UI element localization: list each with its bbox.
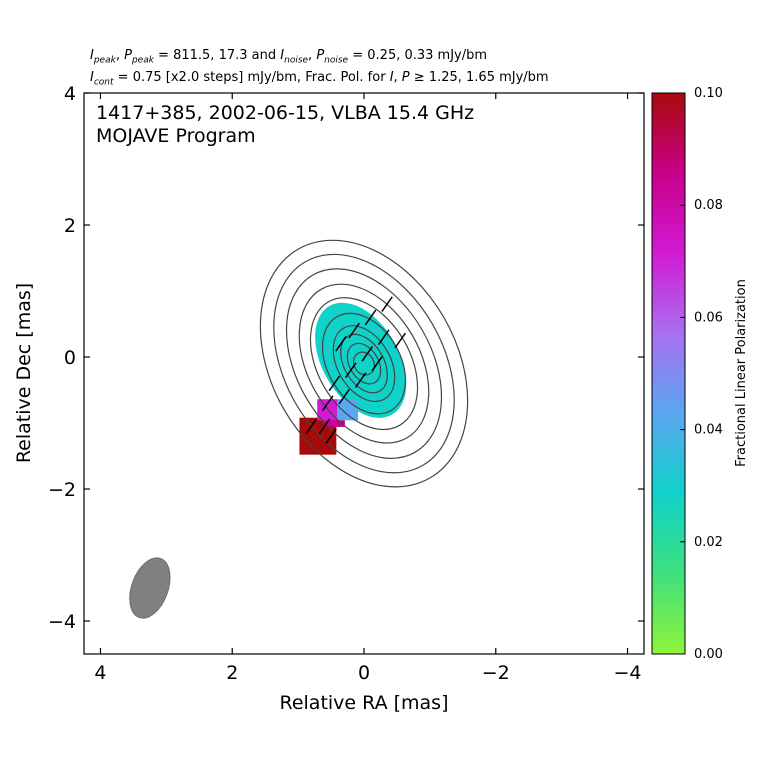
evpa-vector — [325, 428, 337, 445]
colorbar-ticks: 0.00 0.02 0.04 0.06 0.08 0.10 — [680, 86, 723, 662]
contour-line — [259, 239, 469, 488]
evpa-vector — [318, 418, 331, 435]
y-tick-label: −2 — [48, 479, 76, 501]
x-tick-label: −4 — [614, 662, 642, 684]
colorbar-tick-label: 0.10 — [694, 86, 723, 101]
cont-values: 0.75 [x2.0 steps] mJy/bm, Frac. Pol. for — [132, 70, 386, 85]
x-axis-label: Relative RA [mas] — [279, 692, 448, 714]
y-ticks: 4 2 0 −2 −4 — [48, 83, 644, 633]
x-tick-label: 4 — [94, 662, 106, 684]
colorbar-label: Fractional Linear Polarization — [734, 279, 749, 467]
x-tick-label: 0 — [358, 662, 370, 684]
colorbar-tick-label: 0.04 — [694, 423, 723, 438]
evpa-vector — [305, 418, 318, 435]
evpa-vector — [364, 309, 377, 326]
evpa-vector — [321, 395, 334, 412]
contour-line — [285, 268, 443, 459]
noise-peak-header: Ipeak, Ppeak = 811.5, 17.3 and Inoise, P… — [90, 48, 488, 66]
chart-subtitle: MOJAVE Program — [96, 125, 256, 147]
contour-line — [340, 333, 388, 394]
x-tick-label: 2 — [226, 662, 238, 684]
colorbar-tick-label: 0.00 — [694, 647, 723, 662]
peak-values: 811.5, 17.3 — [173, 48, 248, 63]
colorbar-gradient — [652, 93, 685, 654]
y-tick-label: −4 — [48, 611, 76, 633]
evpa-vector — [394, 332, 407, 349]
contour-line — [346, 342, 382, 385]
contour-line — [332, 325, 396, 403]
colorbar-tick-label: 0.06 — [694, 310, 723, 325]
evpa-vector — [338, 388, 351, 405]
y-axis-label: Relative Dec [mas] — [13, 283, 35, 463]
polarization-map — [299, 302, 407, 455]
evpa-vector — [348, 322, 360, 339]
evpa-vector — [377, 329, 390, 346]
colorbar-tick-label: 0.02 — [694, 535, 723, 550]
evpa-vector — [345, 362, 357, 379]
contour-header: Icont = 0.75 [x2.0 steps] mJy/bm, Frac. … — [90, 70, 549, 88]
frac-values: 1.25, 1.65 mJy/bm — [428, 70, 549, 85]
x-ticks: 4 2 0 −2 −4 — [94, 93, 642, 684]
y-tick-label: 4 — [64, 83, 76, 105]
evpa-vector — [371, 355, 383, 372]
evpa-vector — [361, 345, 374, 362]
colorbar: 0.00 0.02 0.04 0.06 0.08 0.10 Fractional Line… — [651, 86, 749, 662]
contour-line — [321, 312, 407, 415]
beam-ellipse — [129, 557, 171, 619]
intensity-contours — [259, 239, 469, 488]
evpa-vector — [335, 335, 347, 352]
noise-values: 0.25, 0.33 mJy/bm — [367, 48, 488, 63]
contour-line — [298, 283, 430, 444]
evpa-vector — [328, 375, 341, 392]
contour-line — [352, 351, 376, 376]
y-tick-label: 2 — [64, 215, 76, 237]
evpa-vector — [354, 372, 367, 388]
y-tick-label: 0 — [64, 347, 76, 369]
evpa-vector — [381, 296, 393, 313]
x-tick-label: −2 — [482, 662, 510, 684]
contour-line — [273, 253, 455, 474]
colorbar-tick-label: 0.08 — [694, 198, 723, 213]
colorbar-frame — [651, 92, 686, 655]
chart-title: 1417+385, 2002-06-15, VLBA 15.4 GHz — [96, 102, 474, 124]
evpa-vectors — [305, 296, 407, 445]
contour-line — [309, 297, 419, 431]
plot-area: 4 2 0 −2 −4 4 2 0 −2 −4 — [48, 83, 645, 684]
beam-shape — [129, 557, 171, 619]
